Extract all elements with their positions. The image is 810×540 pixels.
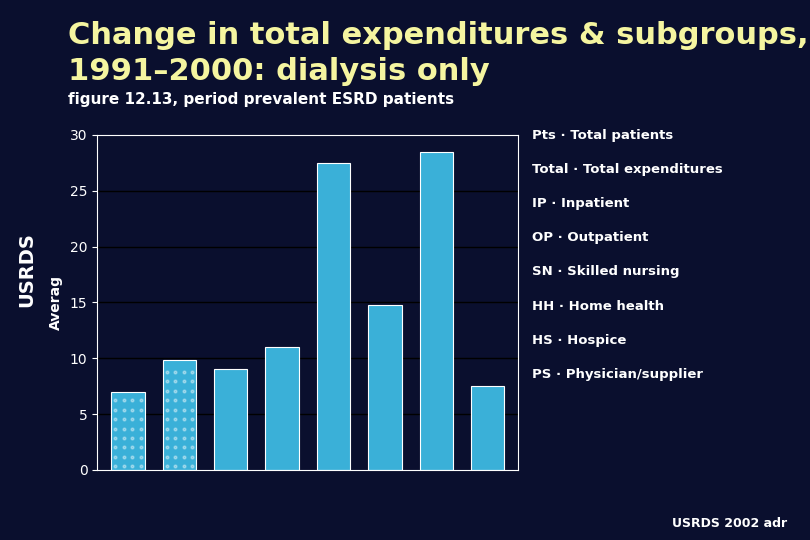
Text: 1991–2000: dialysis only: 1991–2000: dialysis only <box>68 57 489 86</box>
Bar <box>317 163 350 470</box>
Text: HS · Hospice: HS · Hospice <box>532 334 626 347</box>
Text: SN · Skilled nursing: SN · Skilled nursing <box>532 265 680 278</box>
Text: PS · Physician/supplier: PS · Physician/supplier <box>532 368 703 381</box>
Text: Change in total expenditures & subgroups,: Change in total expenditures & subgroups… <box>68 22 808 50</box>
Text: Total · Total expenditures: Total · Total expenditures <box>532 163 723 176</box>
Bar <box>214 369 247 470</box>
Bar <box>471 386 505 470</box>
Text: figure 12.13, period prevalent ESRD patients: figure 12.13, period prevalent ESRD pati… <box>68 92 454 107</box>
Bar <box>369 305 402 470</box>
Bar <box>420 152 453 470</box>
Text: Pts · Total patients: Pts · Total patients <box>532 129 673 141</box>
Text: USRDS: USRDS <box>17 233 36 307</box>
Text: USRDS 2002 adr: USRDS 2002 adr <box>672 517 787 530</box>
Text: OP · Outpatient: OP · Outpatient <box>532 231 648 244</box>
Bar <box>266 347 299 470</box>
Bar <box>111 392 145 470</box>
Bar <box>163 360 196 470</box>
Text: IP · Inpatient: IP · Inpatient <box>532 197 629 210</box>
Text: HH · Home health: HH · Home health <box>532 300 664 313</box>
Y-axis label: Averag: Averag <box>49 275 63 330</box>
